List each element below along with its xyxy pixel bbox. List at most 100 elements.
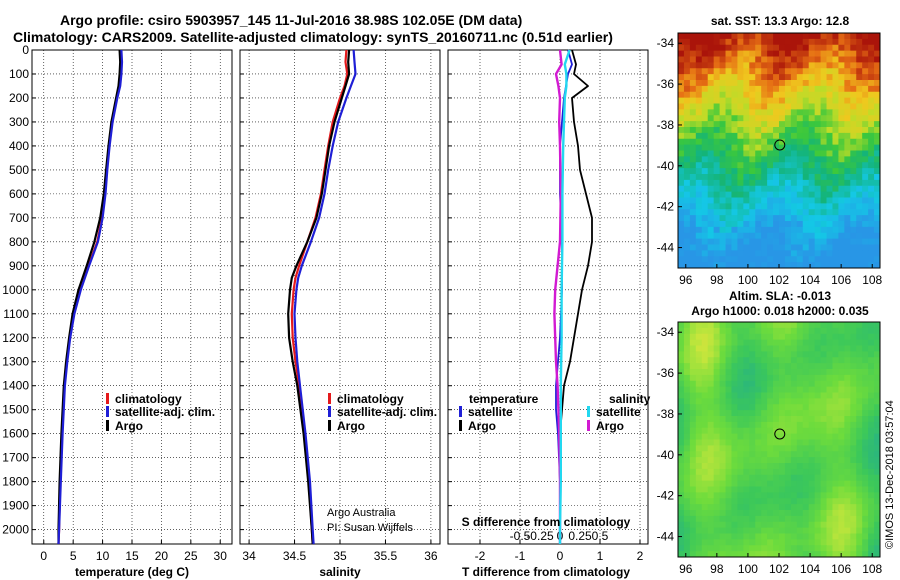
- map-cell: [856, 97, 863, 104]
- map-cell: [850, 416, 857, 423]
- map-cell: [678, 515, 685, 523]
- map-cell: [755, 527, 762, 534]
- map-cell: [749, 226, 756, 234]
- x-tick-label: 15: [125, 549, 139, 563]
- map-cell: [678, 68, 685, 75]
- map-cell: [719, 179, 726, 187]
- map-cell: [701, 339, 709, 346]
- depth-tick-label: 1600: [2, 427, 29, 441]
- map-cell: [767, 226, 774, 234]
- map-cell: [743, 539, 750, 546]
- map-cell: [761, 62, 768, 69]
- map-cell: [796, 232, 804, 240]
- map-cell: [713, 174, 720, 181]
- map-cell: [796, 191, 804, 198]
- map-cell: [820, 150, 827, 157]
- map-cell: [779, 327, 786, 335]
- map-cell: [713, 427, 720, 435]
- map-cell: [814, 474, 821, 482]
- map-cell: [868, 451, 875, 458]
- map-cell: [838, 85, 845, 93]
- map-cell: [832, 504, 839, 511]
- map-cell: [713, 50, 720, 57]
- map-cell: [844, 221, 851, 228]
- map-cell: [802, 410, 810, 417]
- map-cell: [678, 369, 685, 376]
- map-cell: [868, 197, 875, 204]
- map-cell: [683, 191, 691, 198]
- map-cell: [856, 226, 863, 234]
- map-cell: [755, 262, 762, 269]
- map-cell: [868, 168, 875, 175]
- map-cell: [767, 203, 774, 210]
- map-cell: [832, 232, 839, 240]
- map-cell: [826, 445, 833, 452]
- map-cell: [820, 44, 827, 52]
- map-cell: [802, 380, 810, 388]
- map-cell: [695, 474, 703, 482]
- map-cell: [784, 398, 792, 405]
- map-cell: [832, 357, 839, 364]
- map-cell: [749, 463, 756, 470]
- map-cell: [784, 421, 792, 429]
- map-cell: [862, 545, 869, 552]
- map-cell: [844, 91, 851, 99]
- map-cell: [683, 132, 691, 140]
- map-cell: [743, 221, 750, 228]
- map-cell: [719, 38, 726, 46]
- map-cell: [868, 127, 875, 134]
- map-cell: [689, 91, 697, 99]
- map-cell: [761, 392, 768, 399]
- map-cell: [689, 392, 697, 399]
- map-cell: [731, 421, 738, 429]
- map-cell: [832, 463, 839, 470]
- map-cell: [790, 191, 798, 198]
- map-cell: [826, 439, 833, 446]
- map-cell: [683, 351, 691, 358]
- map-cell: [802, 322, 810, 329]
- map-cell: [683, 168, 691, 175]
- map-cell: [689, 226, 697, 234]
- map-cell: [850, 433, 857, 440]
- map-cell: [802, 433, 810, 440]
- map-cell: [755, 386, 762, 393]
- map-cell: [832, 327, 839, 335]
- map-cell: [796, 209, 804, 216]
- map-cell: [731, 244, 738, 251]
- map-cell: [701, 474, 709, 482]
- map-cell: [856, 162, 863, 169]
- map-cell: [832, 545, 839, 552]
- map-cell: [820, 226, 827, 234]
- map-cell: [796, 386, 804, 393]
- map-cell: [832, 486, 839, 493]
- map-cell: [737, 62, 744, 69]
- map-cell: [808, 244, 816, 251]
- map-lat-label: -42: [657, 489, 675, 503]
- map-cell: [695, 156, 703, 163]
- map-cell: [838, 132, 845, 140]
- map-cell: [701, 386, 709, 393]
- map-cell: [767, 256, 774, 263]
- map-cell: [749, 50, 756, 57]
- map-cell: [719, 215, 726, 222]
- map-cell: [761, 374, 768, 382]
- map-cell: [719, 144, 726, 151]
- map-cell: [689, 138, 697, 146]
- map-cell: [767, 68, 774, 75]
- map-cell: [779, 521, 786, 529]
- map-cell: [695, 56, 703, 63]
- map-cell: [719, 427, 726, 435]
- map-cell: [683, 221, 691, 228]
- map-cell: [725, 197, 732, 204]
- map-cell: [689, 179, 697, 187]
- map-cell: [779, 322, 786, 329]
- map-cell: [749, 468, 756, 476]
- map-cell: [719, 369, 726, 376]
- map-cell: [678, 56, 685, 63]
- s-difference-tick-label: -0.5: [510, 529, 531, 543]
- map-cell: [749, 533, 756, 540]
- map-cell: [820, 551, 827, 558]
- map-cell: [808, 203, 816, 210]
- map-cell: [737, 44, 744, 52]
- map-cell: [683, 474, 691, 482]
